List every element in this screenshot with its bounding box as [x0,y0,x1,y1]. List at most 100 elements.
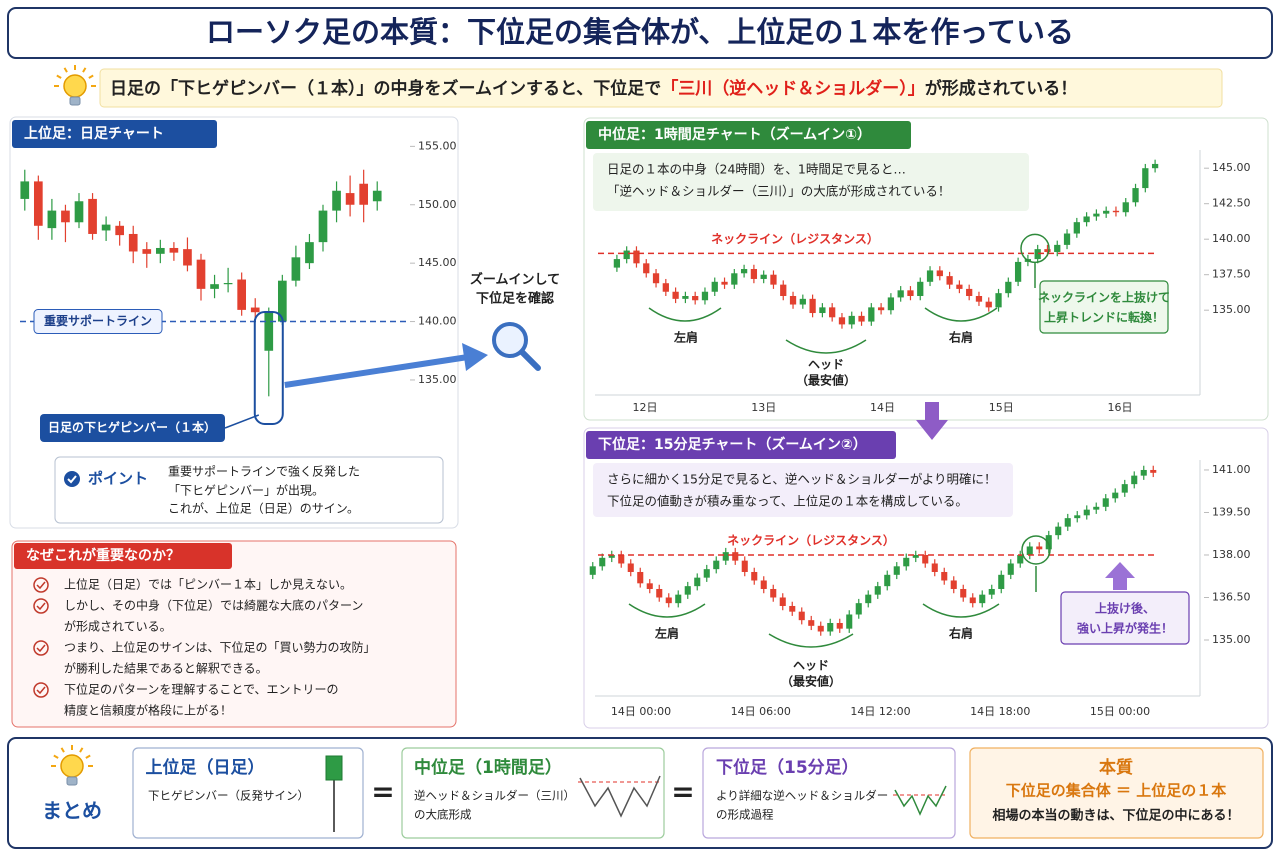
candle-body [1054,244,1061,252]
candle-body [155,247,165,254]
candle-body [1093,506,1100,510]
point-box [54,456,444,524]
label: 日足の下ヒゲピンバー（１本） [48,420,216,435]
candle-body [701,291,709,301]
candle-body [711,281,718,292]
candle-body [770,274,777,285]
candle-body [682,296,689,299]
lead-text: 日足の「下ヒゲピンバー（１本）」の中身をズームインすると、下位足で「三川（逆ヘッ… [110,78,1077,99]
m15-title-pill [586,431,896,459]
candle-body [359,183,369,205]
candle-body [789,605,796,612]
candle-body [750,269,758,279]
label: 「下ヒゲピンバー」が出現。 [168,483,324,498]
summary-card [401,747,665,839]
candle-body [623,250,630,260]
label: ネックライン（レジスタンス） [727,532,895,547]
candle-body [1112,210,1120,213]
candle-body [995,293,1002,308]
candle-body [1064,518,1071,527]
label: より詳細な逆ヘッド＆ショルダー [716,789,888,803]
candle-body [741,560,748,572]
panel-title: 下位足：15分足チャート（ズームイン②） [598,436,867,453]
y-tick-label: 138.00 [1212,548,1251,561]
bulb-icon [63,74,87,98]
candle-body [838,317,846,325]
candle-body [1014,261,1022,282]
candle-body [751,571,758,581]
label: = [371,775,394,808]
summary-card [132,747,364,839]
label: 下位足の集合体 ＝ 上位足の１本 [1006,782,1226,800]
label: ヘッド [808,358,844,372]
label: 上位足（日足）では「ピンバー１本」しか見えない。 [64,577,352,592]
candle-body [1034,249,1041,260]
pattern-arc [785,339,867,354]
label: 中位足（1時間足） [414,757,562,778]
label: つまり、上位足のサインは、下位足の「買い勢力の攻防」 [64,640,376,655]
label: 強い上昇が発生！ [1077,621,1173,636]
candle-body [1083,509,1090,516]
candle-body [1132,188,1139,203]
candle-body [652,273,660,284]
label: 相場の本当の動きは、下位足の中にある！ [992,808,1239,824]
mini-pattern [894,785,947,816]
bulb-ray [53,754,59,759]
label: 本質 [1099,757,1133,778]
candle-body [372,190,382,202]
candle-body [1017,554,1024,564]
support-label-box [33,309,163,335]
label: （最安値） [796,373,856,388]
pattern-arc [768,633,854,648]
candle-body [979,594,986,604]
candle-body [1044,249,1051,252]
why-title-pill [14,543,232,569]
candle-body [237,279,247,310]
candle-body [809,298,816,314]
candle-body [731,273,738,285]
candle-body [808,620,815,626]
y-tick-label: 141.00 [1212,463,1251,476]
candle-body [1131,475,1138,485]
candle-body [101,224,111,231]
bulb-ray [79,747,84,753]
candle-body [637,571,644,584]
label: しかし、その中身（下位足）では綺麗な大底のパターン [64,598,363,613]
candle-body [956,284,963,289]
candle-body [589,566,596,575]
candle-body [877,307,885,311]
x-tick-label: 15日 [989,401,1014,414]
note-box [1060,591,1190,645]
label: = [671,775,694,808]
candle-body [633,250,640,264]
candle-body [722,552,729,561]
label: 重要サポートラインで強く反発した [168,465,360,479]
candle-body [684,586,691,595]
candle-body [1122,202,1129,213]
candle-body [799,298,806,305]
candle-body [887,297,895,311]
candle-body [694,577,701,587]
candle-body [946,276,953,285]
bulb-ray [88,74,94,79]
candle-body [128,233,138,252]
candle-body [868,307,875,322]
y-tick-label: 142.50 [1212,197,1251,210]
candle-body [599,557,606,567]
y-tick-label: 135.00 [1212,303,1251,316]
y-tick-label: 155.00 [418,139,457,152]
x-tick-label: 14日 00:00 [611,705,671,718]
candle-body [960,588,967,598]
candle-body [210,284,219,289]
check-mark [36,686,46,695]
candle-body [264,312,274,351]
candle-body [196,259,206,289]
candle-body [675,594,682,604]
candle-body [760,274,767,279]
pinbar-highlight [253,311,284,425]
label: の大底形成 [414,808,472,822]
candle-body [855,603,862,615]
candle-body [1073,222,1080,234]
label: が形成されている。 [64,619,172,634]
bulb-ray [63,67,68,73]
